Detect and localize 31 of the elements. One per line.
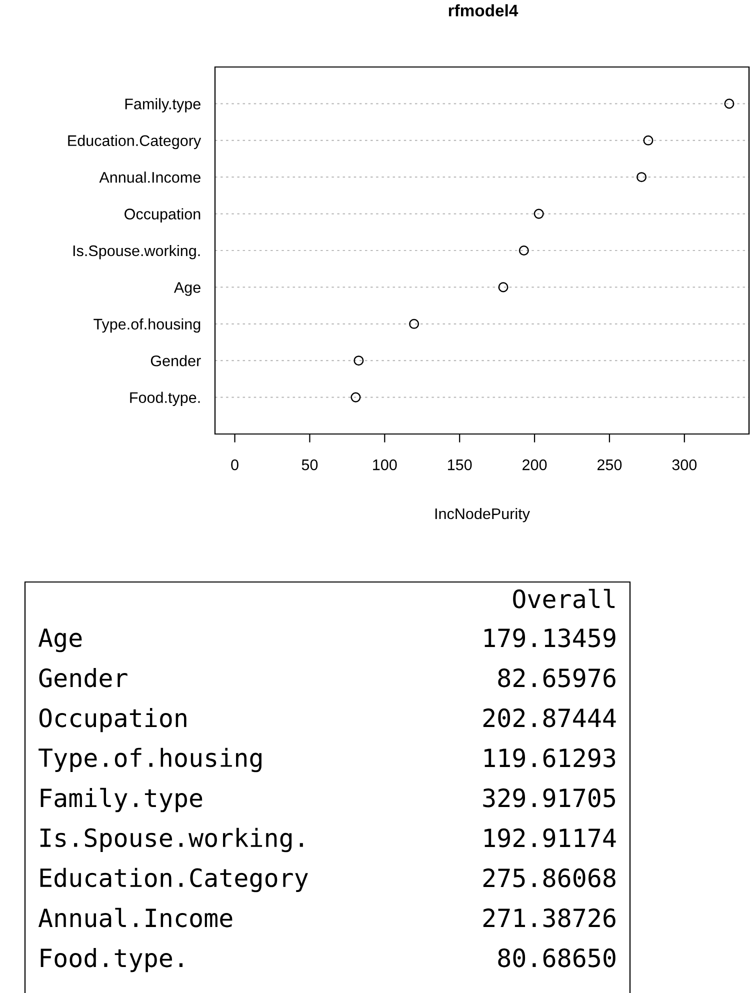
y-tick-label: Is.Spouse.working.: [73, 244, 200, 260]
category-label: Food.type.: [40, 948, 183, 972]
category-label: Age: [38, 628, 82, 652]
text: 119.61293: [484, 748, 616, 768]
y-tick-label: Family.type: [125, 98, 200, 112]
y-tick-label: Education.Category: [68, 134, 202, 150]
y-tick-label: Annual.Income: [99, 172, 200, 183]
y-tick-label: Type.of.housing: [94, 318, 200, 333]
x-tick-label: 250: [597, 459, 622, 470]
x-tick-label: 300: [672, 459, 697, 470]
y-tick-label: Age: [174, 282, 200, 296]
x-tick-label: 100: [373, 459, 397, 470]
text: 329.91705: [483, 788, 616, 808]
chart-title: rfmodel4: [448, 4, 518, 16]
text: 82.65976: [498, 668, 616, 688]
text: 202.87444: [483, 708, 616, 728]
text: 275.86068: [483, 868, 616, 888]
text: 271.38726: [483, 908, 616, 928]
text: 179.13459: [484, 628, 616, 648]
text: 80.68650: [498, 948, 616, 968]
y-tick-label: Food.type.: [130, 392, 200, 406]
x-axis-title: IncNodePurity: [435, 508, 530, 522]
x-tick-label: 0: [231, 459, 238, 470]
text: 192.91174: [484, 828, 616, 848]
category-label: Gender: [39, 668, 128, 688]
y-tick-label: Occupation: [124, 208, 200, 223]
x-tick-label: 50: [302, 459, 318, 470]
text: Overall: [513, 588, 615, 608]
y-tick-label: Gender: [150, 355, 201, 366]
x-tick-label: 200: [522, 459, 547, 470]
x-tick-label: 150: [448, 459, 472, 470]
